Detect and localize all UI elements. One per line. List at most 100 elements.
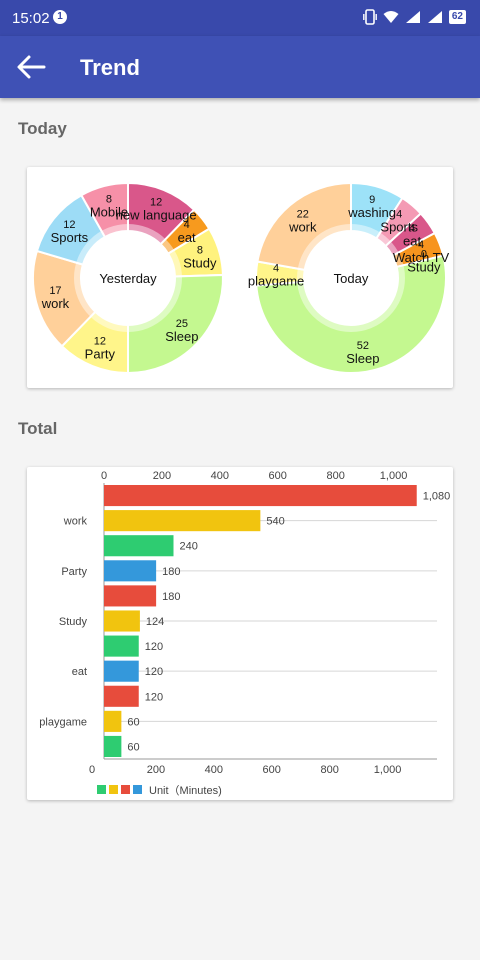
bar-value-label: 1,080 [423, 491, 451, 503]
bar-value-label: 124 [146, 616, 164, 628]
category-label: playgame [39, 716, 87, 728]
bar[interactable] [104, 585, 157, 607]
slice-category-label: work [288, 220, 317, 235]
bottom-tick-label: 800 [320, 764, 338, 776]
slice-value-label: 4 [184, 219, 190, 231]
signal-icon [405, 11, 420, 23]
legend-swatch [133, 785, 142, 794]
bar[interactable] [104, 660, 139, 682]
bar[interactable] [104, 535, 174, 557]
bar[interactable] [104, 685, 139, 707]
slice-value-label: 4 [418, 239, 424, 251]
donut-center-label: Yesterday [99, 271, 157, 286]
category-label: Party [61, 566, 87, 578]
slice-value-label: 0 [421, 248, 427, 260]
total-bar-chart: 0 200 400 600 800 1,000 0 200 400 600 800 1,000 1,08… [39, 470, 451, 797]
top-tick-label: 0 [101, 470, 107, 482]
bar-value-label: 180 [162, 591, 180, 603]
slice-value-label: 4 [409, 222, 415, 234]
donut-slice[interactable] [255, 254, 447, 374]
slice-value-label: 17 [49, 285, 61, 297]
slice-category-label: Party [85, 347, 116, 362]
slice-value-label: 4 [396, 209, 402, 221]
legend-swatch [97, 785, 106, 794]
bar-value-label: 120 [145, 666, 163, 678]
slice-category-label: Sleep [165, 329, 198, 344]
battery-icon: 62 [448, 10, 466, 24]
bottom-tick-label: 600 [263, 764, 281, 776]
status-icons: 62 [362, 9, 466, 25]
legend-label: Unit（Minutes) [149, 784, 222, 797]
top-tick-label: 800 [326, 470, 344, 482]
slice-category-label: Sleep [346, 351, 379, 366]
donut-hole [309, 236, 393, 320]
bar-value-label: 180 [162, 566, 180, 578]
status-time: 15:02 [12, 10, 50, 27]
bar-value-label: 60 [127, 716, 139, 728]
bar-value-label: 60 [127, 741, 139, 753]
category-label: eat [72, 666, 87, 678]
slice-value-label: 12 [94, 336, 106, 348]
slice-category-label: eat [178, 230, 196, 245]
slice-category-label: Study [407, 259, 441, 274]
slice-category-label: work [41, 296, 70, 311]
bar-value-label: 540 [266, 516, 284, 528]
slice-category-label: eat [403, 233, 421, 248]
top-tick-label: 1,000 [380, 470, 408, 482]
top-tick-label: 400 [211, 470, 229, 482]
slice-category-label: Sports [380, 220, 418, 235]
slice-value-label: 9 [369, 194, 375, 206]
slice-value-label: 12 [63, 219, 75, 231]
bar[interactable] [104, 610, 140, 632]
slice-category-label: Study [183, 256, 217, 271]
bottom-tick-label: 200 [147, 764, 165, 776]
status-bar: 15:02 1 62 [0, 0, 480, 36]
top-tick-label: 600 [269, 470, 287, 482]
bottom-tick-label: 1,000 [374, 764, 402, 776]
bar[interactable] [104, 510, 261, 532]
notification-badge: 1 [53, 10, 67, 24]
bar[interactable] [104, 735, 122, 757]
bar-value-label: 240 [179, 541, 197, 553]
slice-value-label: 25 [176, 318, 188, 330]
slice-value-label: 52 [357, 340, 369, 352]
total-card: 0 200 400 600 800 1,000 0 200 400 600 800 1,000 1,08… [27, 467, 453, 800]
slice-value-label: 8 [197, 245, 203, 257]
signal-icon-2 [427, 11, 442, 23]
donut-inner-ring [74, 224, 182, 332]
bar-value-label: 120 [145, 691, 163, 703]
top-tick-label: 200 [153, 470, 171, 482]
today-card: Yesterday 12 new language 4 eat 8 Study 25 Sleep… [27, 167, 453, 388]
donut-slice[interactable] [256, 181, 352, 271]
slice-category-label: playgame [248, 273, 304, 288]
arrow-back-icon[interactable] [14, 53, 48, 81]
slice-value-label: 4 [273, 262, 279, 274]
bar[interactable] [104, 635, 139, 657]
donut-hole [86, 236, 170, 320]
chart-legend: Unit（Minutes) [97, 784, 222, 797]
slice-value-label: 8 [106, 193, 112, 205]
legend-swatch [109, 785, 118, 794]
slice-category-label: Watch TV [393, 250, 450, 265]
donut-slice[interactable] [127, 273, 224, 375]
wifi-icon [383, 11, 399, 23]
donut-inner-ring [297, 224, 405, 332]
donut-slice[interactable] [80, 181, 129, 239]
section-title-today: Today [18, 119, 67, 138]
bar[interactable] [104, 560, 157, 582]
donut-center-label: Today [334, 271, 369, 286]
category-label: work [63, 516, 88, 528]
slice-category-label: Mobile [90, 204, 128, 219]
bar[interactable] [104, 485, 417, 507]
slice-value-label: 22 [297, 209, 309, 221]
slice-category-label: Sports [51, 230, 89, 245]
slice-value-label: 12 [150, 196, 162, 208]
page-title: Trend [80, 55, 140, 80]
bar[interactable] [104, 710, 122, 732]
legend-swatch [121, 785, 130, 794]
bottom-tick-label: 0 [89, 764, 95, 776]
app-bar: Trend [0, 36, 480, 98]
vibrate-icon [362, 9, 377, 25]
